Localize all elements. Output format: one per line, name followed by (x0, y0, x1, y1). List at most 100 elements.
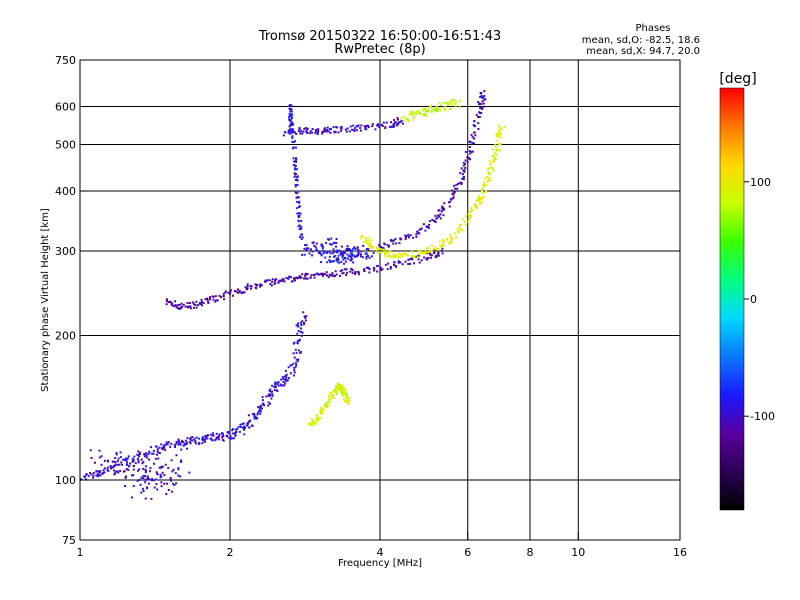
data-point (180, 439, 183, 442)
data-point (385, 121, 388, 124)
data-point (468, 146, 471, 149)
data-point (295, 168, 298, 171)
data-point (142, 467, 145, 470)
data-point (191, 439, 194, 442)
data-point (454, 102, 457, 105)
data-point (328, 238, 331, 241)
data-point (274, 278, 277, 281)
data-point (294, 168, 297, 171)
data-point (474, 125, 477, 128)
data-point (412, 116, 415, 119)
data-point (454, 104, 457, 107)
data-point (409, 262, 412, 265)
data-point (491, 167, 494, 170)
data-point (132, 474, 135, 477)
data-point (271, 394, 274, 397)
data-point (179, 475, 182, 478)
data-point (458, 230, 461, 233)
data-point (327, 238, 330, 241)
data-point (234, 428, 237, 431)
data-point (340, 386, 343, 389)
data-point (254, 286, 257, 289)
data-point (288, 103, 291, 106)
data-point (493, 160, 496, 163)
data-point (283, 375, 286, 378)
data-point (411, 250, 414, 253)
data-point (177, 440, 180, 443)
data-point (330, 393, 333, 396)
data-point (357, 254, 360, 257)
data-point (127, 468, 130, 471)
data-point (448, 101, 451, 104)
data-point (177, 307, 180, 310)
data-point (229, 435, 232, 438)
data-point (419, 228, 422, 231)
data-point (348, 399, 351, 402)
data-point (459, 228, 462, 231)
data-point (315, 417, 318, 420)
data-point (335, 387, 338, 390)
data-point (177, 438, 180, 441)
data-point (344, 251, 347, 254)
x-tick-label: 16 (673, 546, 687, 559)
data-point (400, 237, 403, 240)
data-point (426, 258, 429, 261)
data-point (464, 159, 467, 162)
data-point (357, 271, 360, 274)
data-point (451, 237, 454, 240)
data-point (300, 237, 303, 240)
data-point (331, 395, 334, 398)
data-point (490, 166, 493, 169)
data-point (473, 131, 476, 134)
data-point (454, 232, 457, 235)
data-point (335, 250, 338, 253)
data-point (314, 273, 317, 276)
data-point (315, 249, 318, 252)
data-point (320, 406, 323, 409)
data-point (269, 388, 272, 391)
data-point (311, 421, 314, 424)
data-point (165, 298, 168, 301)
data-point (322, 272, 325, 275)
data-point (305, 248, 308, 251)
data-point (298, 228, 301, 231)
y-tick-label: 400 (55, 185, 76, 198)
data-point (392, 253, 395, 256)
data-point (481, 188, 484, 191)
data-point (478, 199, 481, 202)
data-point (109, 465, 112, 468)
data-point (253, 417, 256, 420)
data-point (427, 108, 430, 111)
scatter-points (80, 90, 506, 500)
data-point (332, 260, 335, 263)
data-point (293, 277, 296, 280)
data-point (277, 280, 280, 283)
data-point (294, 165, 297, 168)
data-point (472, 142, 475, 145)
data-point (498, 143, 501, 146)
data-point (346, 127, 349, 130)
data-point (348, 396, 351, 399)
data-point (326, 261, 329, 264)
data-point (349, 125, 352, 128)
data-point (201, 304, 204, 307)
data-point (304, 126, 307, 129)
data-point (450, 238, 453, 241)
data-point (356, 255, 359, 258)
data-point (152, 479, 155, 482)
data-point (410, 113, 413, 116)
data-point (90, 457, 93, 460)
data-point (222, 439, 225, 442)
data-point (200, 301, 203, 304)
data-point (379, 251, 382, 254)
data-point (297, 325, 300, 328)
data-point (125, 468, 128, 471)
data-point (390, 239, 393, 242)
data-point (162, 446, 165, 449)
data-point (98, 456, 101, 459)
data-point (390, 255, 393, 258)
data-point (321, 273, 324, 276)
data-point (384, 263, 387, 266)
data-point (288, 116, 291, 119)
data-point (282, 279, 285, 282)
